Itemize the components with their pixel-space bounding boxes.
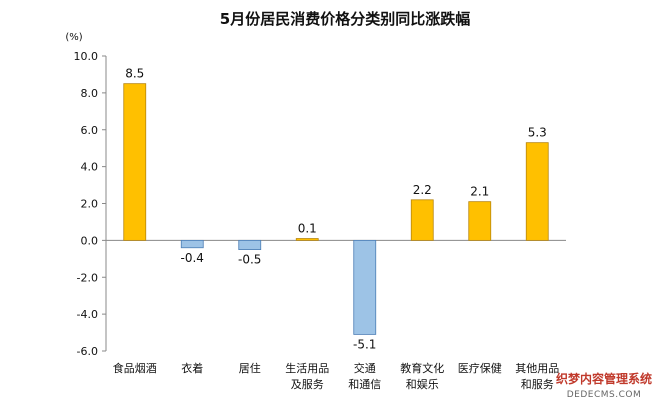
watermark: 织梦内容管理系统 DEDECMS.COM — [556, 371, 652, 400]
data-label: 8.5 — [125, 67, 144, 81]
axes — [105, 56, 566, 351]
data-label: 2.1 — [470, 185, 489, 199]
x-tick-label: 食品烟酒 — [113, 361, 157, 375]
bar — [468, 201, 492, 241]
y-tick-label: 4.0 — [81, 161, 99, 174]
x-tick-label: 和服务 — [521, 378, 554, 391]
y-unit-label: (%) — [65, 32, 82, 43]
chart-title: 5月份居民消费价格分类别同比涨跌幅 — [220, 10, 470, 28]
x-tick-label: 和娱乐 — [406, 377, 439, 391]
bar — [353, 239, 377, 335]
data-label: 0.1 — [298, 222, 317, 236]
watermark-sub: DEDECMS.COM — [567, 390, 642, 400]
bar — [180, 239, 204, 249]
y-tick-labels: 10.0 8.0 6.0 4.0 2.0 0.0 -2.0 -4.0 -6.0 — [74, 50, 106, 358]
bar — [295, 238, 319, 241]
x-tick-label: 居住 — [239, 361, 261, 375]
x-tick-label: 和通信 — [348, 378, 381, 391]
x-tick-label: 其他用品 — [515, 362, 559, 375]
x-tick-label: 交通 — [354, 361, 376, 375]
bar — [525, 142, 549, 241]
bars — [123, 83, 549, 335]
x-tick-label: 及服务 — [291, 378, 324, 391]
x-tick-label: 教育文化 — [400, 361, 444, 375]
y-tick-label: -6.0 — [77, 345, 98, 358]
bar — [238, 239, 262, 250]
y-tick-label: 2.0 — [81, 198, 99, 211]
y-tick-label: 8.0 — [81, 87, 99, 100]
y-tick-label: 6.0 — [81, 124, 99, 137]
data-label: 2.2 — [413, 183, 432, 197]
y-tick-label: 10.0 — [74, 50, 99, 63]
data-labels: 8.5 -0.4 -0.5 0.1 -5.1 2.2 2.1 5.3 — [125, 67, 547, 352]
x-tick-label: 医疗保健 — [458, 361, 502, 375]
x-tick-label: 衣着 — [181, 361, 203, 375]
bar — [410, 199, 434, 241]
y-tick-label: -2.0 — [77, 271, 98, 284]
data-label: 5.3 — [528, 126, 547, 140]
x-tick-label: 生活用品 — [285, 361, 329, 375]
bar — [123, 83, 147, 241]
watermark-main: 织梦内容管理系统 — [556, 371, 652, 386]
data-label: -5.1 — [353, 337, 376, 351]
data-label: -0.4 — [181, 251, 204, 265]
y-tick-label: -4.0 — [77, 308, 98, 321]
y-tick-label: 0.0 — [81, 234, 99, 247]
data-label: -0.5 — [238, 253, 261, 267]
